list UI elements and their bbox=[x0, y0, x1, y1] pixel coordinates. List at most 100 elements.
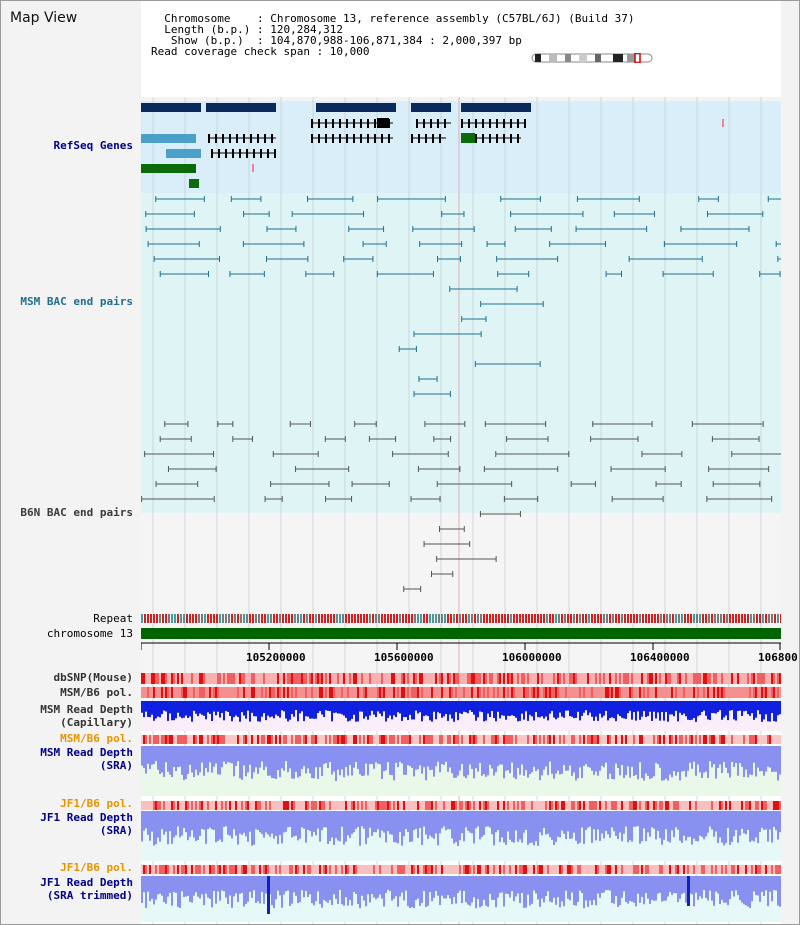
dbsnp-band bbox=[281, 673, 283, 684]
depth-bar bbox=[269, 746, 271, 776]
depth-bar bbox=[451, 701, 453, 719]
pol-band bbox=[363, 865, 365, 874]
depth-bar bbox=[627, 746, 629, 767]
axis-tick-label: 106000000 bbox=[502, 651, 562, 664]
depth-bar bbox=[349, 811, 351, 838]
depth-bar bbox=[345, 701, 347, 718]
depth-bar bbox=[645, 811, 647, 842]
depth-bar bbox=[587, 876, 589, 907]
depth-bar bbox=[237, 701, 239, 718]
depth-bar bbox=[497, 701, 499, 712]
depth-bar bbox=[235, 701, 237, 716]
depth-bar bbox=[193, 876, 195, 896]
depth-bar bbox=[453, 746, 455, 778]
pol-band bbox=[351, 865, 353, 874]
pol-band bbox=[595, 687, 597, 698]
pol-band bbox=[423, 865, 425, 874]
pol-band bbox=[473, 687, 475, 698]
depth-bar bbox=[641, 876, 643, 897]
chromosome-ideogram[interactable] bbox=[531, 53, 653, 63]
dbsnp-band bbox=[399, 673, 401, 684]
pol-band bbox=[669, 735, 671, 744]
pol-band bbox=[253, 865, 255, 874]
depth-bar bbox=[279, 746, 281, 778]
depth-bar bbox=[247, 701, 249, 711]
pol-band bbox=[695, 735, 697, 744]
dbsnp-band bbox=[711, 673, 713, 684]
depth-bar bbox=[497, 876, 499, 898]
pol-band bbox=[579, 687, 581, 698]
pol-band bbox=[613, 687, 615, 698]
track-canvas[interactable] bbox=[141, 97, 781, 924]
depth-bar bbox=[577, 701, 579, 712]
depth-bar bbox=[769, 746, 771, 768]
pol-band bbox=[421, 735, 423, 744]
pol-band bbox=[459, 801, 461, 810]
pol-band bbox=[625, 865, 627, 874]
depth-bar bbox=[735, 876, 737, 891]
repeat-segment bbox=[480, 614, 482, 623]
pol-band bbox=[583, 735, 585, 744]
repeat-segment bbox=[156, 614, 158, 623]
dbsnp-band bbox=[439, 673, 441, 684]
pol-band bbox=[171, 865, 173, 874]
pol-band bbox=[559, 687, 561, 698]
pol-band bbox=[519, 801, 521, 810]
depth-bar bbox=[713, 746, 715, 765]
pol-band bbox=[737, 801, 739, 810]
pol-band bbox=[193, 865, 195, 874]
depth-bar bbox=[655, 811, 657, 840]
pol-band bbox=[395, 735, 397, 744]
depth-bar bbox=[341, 876, 343, 905]
pol-band bbox=[533, 735, 535, 744]
pol-band bbox=[513, 801, 515, 810]
dbsnp-band bbox=[665, 673, 667, 684]
repeat-segment bbox=[408, 614, 410, 623]
depth-bar bbox=[663, 811, 665, 840]
depth-bar bbox=[279, 811, 281, 835]
depth-bar bbox=[755, 811, 757, 838]
pol-band bbox=[551, 735, 553, 744]
depth-bar bbox=[301, 701, 303, 712]
depth-bar bbox=[701, 876, 703, 899]
pol-band bbox=[531, 735, 533, 744]
pol-band bbox=[473, 735, 475, 744]
dbsnp-band bbox=[635, 673, 637, 684]
depth-bar bbox=[287, 876, 289, 891]
gene-feature bbox=[166, 149, 201, 158]
pol-band bbox=[223, 801, 225, 810]
pol-band bbox=[197, 687, 199, 698]
depth-bar bbox=[465, 701, 467, 713]
repeat-segment bbox=[363, 614, 365, 623]
repeat-segment bbox=[513, 614, 515, 623]
pol-band bbox=[515, 687, 517, 698]
feature-layer[interactable] bbox=[141, 97, 781, 924]
depth-bar bbox=[471, 876, 473, 903]
gene-exon bbox=[229, 134, 231, 143]
dbsnp-band bbox=[691, 673, 693, 684]
repeat-segment bbox=[423, 614, 425, 623]
pol-band bbox=[711, 801, 713, 810]
chromosome-info: Chromosome : Chromosome 13, reference as… bbox=[151, 12, 635, 58]
depth-bar bbox=[463, 811, 465, 842]
dbsnp-band bbox=[387, 673, 389, 684]
depth-bar bbox=[189, 876, 191, 902]
depth-bar bbox=[621, 811, 623, 842]
dbsnp-band bbox=[575, 673, 577, 684]
dbsnp-band bbox=[249, 673, 251, 684]
pol-band bbox=[301, 735, 303, 744]
pol-band bbox=[261, 801, 263, 810]
depth-bar bbox=[763, 746, 765, 776]
pol-band bbox=[241, 687, 243, 698]
dbsnp-band bbox=[499, 673, 501, 684]
pol-band bbox=[497, 801, 499, 810]
depth-bar bbox=[355, 811, 357, 830]
pol-band bbox=[177, 687, 179, 698]
depth-bar bbox=[343, 811, 345, 845]
pol-band bbox=[213, 687, 215, 698]
pol-band bbox=[731, 865, 733, 874]
depth-bar bbox=[583, 876, 585, 909]
depth-bar bbox=[763, 811, 765, 830]
depth-bar bbox=[381, 746, 383, 779]
dbsnp-band bbox=[677, 673, 679, 684]
